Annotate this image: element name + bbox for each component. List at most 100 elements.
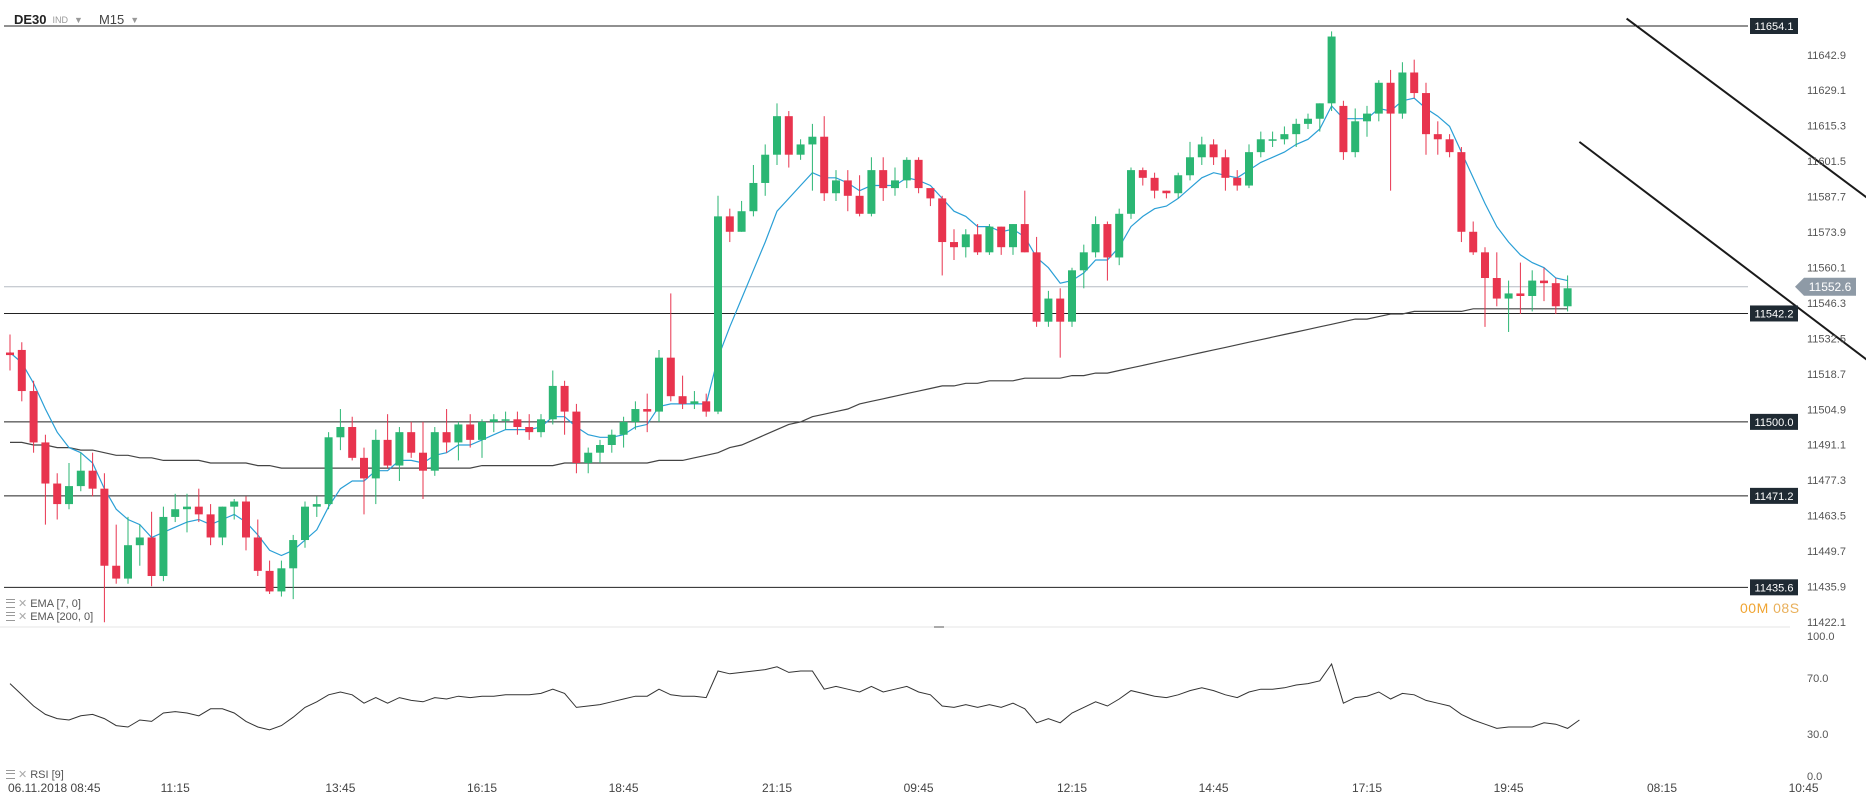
rsi-tick-label: 70.0	[1807, 673, 1828, 685]
bullish-candle	[548, 370, 557, 425]
bearish-candle	[100, 473, 109, 623]
candle-body	[1186, 157, 1194, 176]
settings-menu-icon[interactable]	[6, 599, 15, 608]
time-tick-label: 09:45	[904, 781, 934, 795]
ema-200-line	[10, 308, 1568, 469]
bearish-candle	[1150, 172, 1159, 199]
candle-body	[265, 570, 274, 592]
candle-body	[1481, 252, 1489, 279]
bearish-candle	[112, 524, 121, 584]
bearish-candle	[784, 111, 793, 168]
rsi-line	[9, 662, 1580, 731]
price-tick-label: 11463.5	[1807, 511, 1846, 523]
candle-body	[784, 116, 793, 155]
candle-body	[242, 501, 250, 538]
candle-body	[537, 419, 545, 433]
price-tick-label: 11642.9	[1807, 50, 1846, 62]
candle-body	[171, 509, 180, 517]
candle-body	[1327, 36, 1336, 104]
level-badge: 11542.2	[1750, 305, 1798, 322]
symbol-label[interactable]: DE30	[14, 12, 47, 27]
bullish-candle	[1127, 167, 1135, 219]
settings-menu-icon[interactable]	[6, 770, 15, 779]
close-icon[interactable]: ✕	[18, 611, 28, 623]
bearish-candle	[1433, 121, 1442, 155]
bullish-candle	[1528, 270, 1537, 312]
bearish-candle	[419, 421, 427, 499]
candle-body	[1115, 213, 1124, 258]
bullish-candle	[1079, 244, 1088, 289]
level-badge-label: 11542.2	[1755, 308, 1794, 320]
ema-200-legend[interactable]: ✕ EMA [200, 0]	[6, 610, 93, 623]
timeframe-chevron-down-icon[interactable]: ▼	[130, 14, 140, 25]
symbol-chevron-down-icon[interactable]: ▼	[74, 14, 83, 25]
candle-body	[997, 226, 1006, 248]
bullish-candle	[1091, 216, 1100, 258]
bullish-candle	[1280, 126, 1289, 145]
candle-body	[88, 470, 97, 489]
settings-menu-icon[interactable]	[6, 612, 15, 621]
candle-body	[194, 506, 203, 515]
candle-body	[135, 537, 144, 546]
price-tick-label: 11615.3	[1807, 121, 1846, 133]
candle-body	[513, 419, 522, 428]
bearish-candle	[997, 226, 1006, 255]
candle-body	[112, 565, 121, 579]
price-tick-label: 11601.5	[1807, 156, 1846, 168]
rsi-legend[interactable]: ✕ RSI [9]	[6, 768, 64, 781]
candle-body	[1079, 252, 1088, 271]
bearish-candle	[360, 447, 368, 515]
bearish-candle	[678, 375, 687, 410]
bullish-candle	[714, 195, 722, 415]
candle-body	[1044, 298, 1053, 322]
bearish-candle	[29, 380, 38, 453]
candle-body	[124, 545, 132, 579]
bullish-candle	[1398, 62, 1407, 119]
bullish-candle	[761, 144, 770, 196]
bearish-candle	[1209, 139, 1218, 165]
candle-body	[1174, 175, 1183, 194]
candle-body	[1209, 144, 1218, 158]
candle-body	[65, 486, 73, 505]
candle-body	[1280, 134, 1289, 140]
bullish-candle	[961, 229, 970, 258]
candle-body	[1292, 123, 1301, 135]
bullish-candle	[1068, 267, 1076, 327]
candle-body	[76, 470, 85, 487]
bullish-candle	[478, 419, 486, 458]
level-badge: 11435.6	[1750, 579, 1798, 596]
bearish-candle	[1162, 190, 1171, 199]
bullish-candle	[135, 524, 144, 566]
candle-body	[879, 170, 888, 189]
channel-lower-line	[1578, 141, 1866, 361]
chart-header: DE30 IND ▼ M15 ▼	[14, 12, 139, 27]
bullish-candle	[1186, 141, 1194, 181]
price-tick-label: 11587.7	[1807, 192, 1846, 204]
price-tick-label: 11491.1	[1807, 440, 1846, 452]
candle-body	[1540, 280, 1548, 284]
bearish-candle	[1469, 221, 1478, 255]
bullish-candle	[1197, 136, 1206, 165]
bearish-candle	[1103, 221, 1112, 281]
close-icon[interactable]: ✕	[18, 598, 28, 610]
bullish-candle	[1009, 224, 1017, 255]
candle-body	[914, 159, 923, 189]
bullish-candle	[619, 416, 628, 448]
ema-7-legend[interactable]: ✕ EMA [7, 0]	[6, 597, 81, 610]
candle-body	[277, 568, 286, 592]
timeframe-label[interactable]: M15	[98, 12, 125, 27]
candle-body	[1563, 288, 1572, 307]
candle-body	[407, 432, 416, 453]
bullish-candle	[430, 427, 439, 476]
candle-body	[950, 242, 958, 248]
candle-body	[289, 540, 298, 569]
candle-body	[419, 452, 427, 471]
candle-body	[1032, 252, 1041, 322]
candle-body	[1351, 121, 1360, 153]
bearish-candle	[88, 452, 97, 497]
candle-body	[619, 421, 628, 435]
bullish-candle	[891, 167, 899, 196]
candle-body	[466, 424, 475, 440]
time-tick-label: 06.11.2018 08:45	[8, 781, 101, 795]
close-icon[interactable]: ✕	[18, 769, 28, 781]
